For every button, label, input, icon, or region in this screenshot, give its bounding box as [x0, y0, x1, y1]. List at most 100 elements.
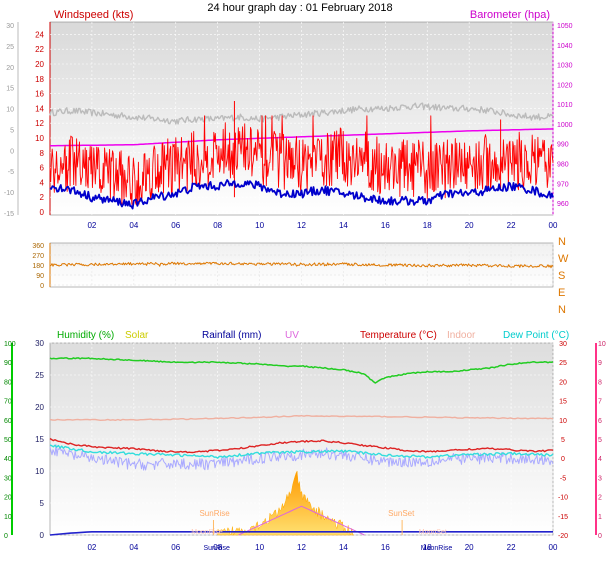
wind-tick-label: 0 [40, 208, 45, 217]
solar-tick-label: 0 [40, 531, 45, 540]
compass-label: S [558, 270, 565, 282]
solar-tick-label: 5 [40, 499, 45, 508]
barometer-line [50, 128, 554, 147]
wind-x-tick-label: 20 [465, 221, 474, 230]
temp-x-tick-label: 22 [507, 543, 516, 552]
wind-x-tick-label: 16 [381, 221, 390, 230]
humidity-tick-label: 20 [4, 495, 12, 502]
temp-x-tick-label: 14 [339, 543, 348, 552]
moonrise-label: MoonRise [191, 529, 223, 536]
solar-tick-label: 20 [35, 403, 44, 412]
humidity-line [49, 357, 554, 384]
humidity-tick-label: 0 [4, 533, 8, 540]
sunset-label: SunSet [388, 509, 415, 518]
wind-outer-tick-label: -15 [4, 211, 14, 218]
temp-x-tick-label: 16 [381, 543, 390, 552]
temp-tick-label: 30 [559, 341, 567, 348]
wind-outer-tick-label: 25 [6, 44, 14, 51]
humidity-tick-label: 30 [4, 475, 12, 482]
compass-label: N [558, 304, 566, 316]
temp-tick-label: 10 [559, 418, 567, 425]
temperature-line [49, 437, 554, 454]
baro-tick-label: 1040 [557, 43, 573, 50]
baro-tick-label: 970 [557, 181, 569, 188]
wind-outer-tick-label: 20 [6, 65, 14, 72]
baro-tick-label: 990 [557, 142, 569, 149]
baro-tick-label: 980 [557, 162, 569, 169]
uv-tick-label: 7 [598, 399, 602, 406]
uv-tick-label: 3 [598, 475, 602, 482]
graph-title: 24 hour graph day : 01 February 2018 [207, 2, 392, 14]
wind-outer-tick-label: -5 [8, 169, 14, 176]
dir-tick-label: 180 [32, 263, 44, 270]
legend-entry: Temperature (°C) [360, 330, 437, 341]
temp-x-tick-label: 02 [87, 543, 96, 552]
wind-direction-line [49, 261, 554, 269]
uv-tick-label: 9 [598, 360, 602, 367]
labels-layer: 024681012141618202224-15-10-505101520253… [4, 23, 606, 552]
wind-x-tick-label: 10 [255, 221, 264, 230]
temp-x-tick-label: 04 [129, 543, 138, 552]
wind-x-tick-label: 22 [507, 221, 516, 230]
uv-line [238, 505, 365, 536]
rainfall-line [49, 531, 553, 536]
wind-x-tick-label: 12 [297, 221, 306, 230]
wind-outer-tick-label: 5 [10, 127, 14, 134]
wind-x-tick-label: 08 [213, 221, 222, 230]
humidity-tick-label: 90 [4, 360, 12, 367]
temp-tick-label: -15 [558, 514, 568, 521]
wind-tick-label: 20 [35, 60, 44, 69]
temp-x-tick-label: 20 [465, 543, 474, 552]
temp-tick-label: -5 [560, 475, 566, 482]
solar-area [217, 470, 355, 536]
wind-tick-label: 6 [40, 164, 45, 173]
temp-x-tick-label: 00 [549, 543, 558, 552]
temp-x-tick-label: 08 [213, 543, 222, 552]
barometer-axis-title: Barometer (hpa) [470, 9, 550, 21]
wind-tick-label: 8 [40, 149, 45, 158]
compass-label: W [558, 253, 569, 265]
dir-tick-label: 270 [32, 253, 44, 260]
temp-tick-label: 5 [561, 437, 565, 444]
temp-tick-label: -10 [558, 495, 568, 502]
wind-outer-tick-label: 30 [6, 23, 14, 30]
solar-tick-label: 15 [35, 435, 44, 444]
apparent-line [49, 444, 554, 471]
compass-label: N [558, 236, 566, 248]
wind-x-tick-label: 00 [549, 221, 558, 230]
barometer-history-line [49, 102, 554, 125]
baro-tick-label: 1010 [557, 102, 573, 109]
compass-label: E [558, 287, 565, 299]
series-layer [49, 101, 554, 536]
dir-tick-label: 90 [36, 273, 44, 280]
uv-tick-label: 1 [598, 514, 602, 521]
legend-entry: Dew Point (°C) [503, 330, 569, 341]
uv-tick-label: 6 [598, 418, 602, 425]
wind-x-tick-label: 06 [171, 221, 180, 230]
temp-x-tick-label: 18 [423, 543, 432, 552]
temp-tick-label: 25 [559, 360, 567, 367]
sunrise-label: SunRise [199, 509, 230, 518]
sunrise-axis-label: SunRise [203, 545, 230, 552]
windspeed-line [49, 115, 554, 206]
wind-tick-label: 10 [35, 134, 44, 143]
solar-tick-label: 10 [35, 467, 44, 476]
wind-tick-label: 18 [35, 75, 44, 84]
wind-tick-label: 4 [40, 178, 45, 187]
humidity-tick-label: 60 [4, 418, 12, 425]
uv-tick-label: 10 [598, 341, 606, 348]
wind-x-tick-label: 02 [87, 221, 96, 230]
humidity-tick-label: 50 [4, 437, 12, 444]
wind-outer-tick-label: 0 [10, 148, 14, 155]
legend-entry: Humidity (%) [57, 330, 114, 341]
baro-tick-label: 1020 [557, 82, 573, 89]
wind-outer-tick-label: 10 [6, 107, 14, 114]
wind-outer-tick-label: 15 [6, 86, 14, 93]
baro-tick-label: 1030 [557, 63, 573, 70]
humidity-tick-label: 40 [4, 456, 12, 463]
legend-entry: Rainfall (mm) [202, 330, 261, 341]
baro-tick-label: 1000 [557, 122, 573, 129]
moonrise-axis-label: MoonRise [421, 545, 453, 552]
